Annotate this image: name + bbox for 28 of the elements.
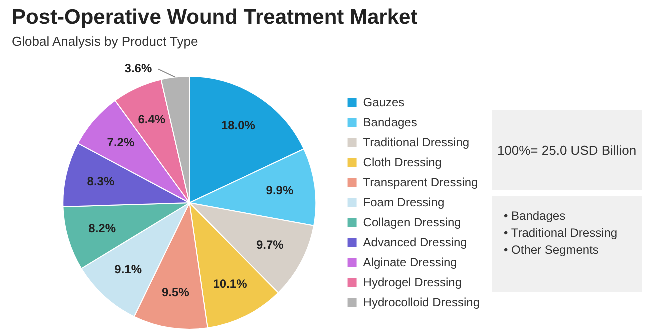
legend-label: Advanced Dressing [363, 235, 468, 250]
chart-subtitle: Global Analysis by Product Type [12, 34, 198, 49]
legend-label: Cloth Dressing [363, 155, 442, 170]
data-label: 10.1% [213, 276, 248, 291]
data-label: 9.1% [114, 262, 142, 277]
data-label: 9.9% [266, 184, 294, 198]
data-label: 7.2% [107, 136, 135, 150]
legend-label: Alginate Dressing [363, 255, 458, 270]
text: • Other Segments [503, 242, 600, 259]
text: • Bandages [503, 208, 567, 225]
legend-label: Bandages [363, 115, 418, 130]
data-label: 9.7% [256, 238, 284, 252]
data-label: 8.2% [88, 221, 116, 236]
data-label: 3.6% [124, 62, 152, 76]
data-label: 18.0% [221, 118, 256, 132]
legend-label: Collagen Dressing [363, 215, 462, 230]
legend-label: Transparent Dressing [363, 175, 478, 190]
chart-title: Post-Operative Wound Treatment Market [12, 6, 418, 30]
legend-label: Hydrocolloid Dressing [363, 295, 480, 310]
text: 100%= 25.0 USD Billion [492, 110, 642, 190]
legend-label: Traditional Dressing [363, 135, 470, 150]
legend-label: Gauzes [363, 95, 405, 110]
data-label: 6.4% [138, 112, 166, 126]
legend-label: Hydrogel Dressing [363, 275, 462, 290]
data-label: 8.3% [87, 174, 115, 189]
text: • Traditional Dressing [503, 225, 619, 242]
data-label: 9.5% [162, 285, 190, 300]
legend-label: Foam Dressing [363, 195, 445, 210]
